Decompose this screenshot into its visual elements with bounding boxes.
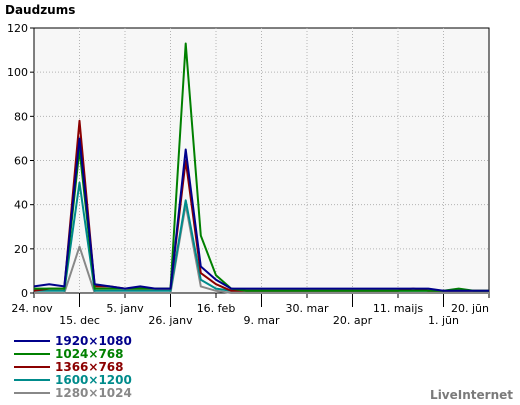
legend-entry: 1920×1080: [55, 334, 132, 348]
legend-entry: 1024×768: [55, 347, 124, 361]
legend-entry: 1600×1200: [55, 373, 132, 387]
grid: [34, 28, 489, 293]
x-tick-label: 24. nov: [11, 302, 53, 315]
series-line: [33, 137, 489, 292]
x-tick-label: 26. janv: [148, 314, 193, 327]
y-tick-label: 20: [14, 243, 28, 256]
x-tick-label: 16. feb: [197, 302, 236, 315]
x-tick-label: 1. jūn: [428, 314, 459, 327]
series-lines: [33, 42, 489, 294]
x-tick-label: 11. maijs: [373, 302, 424, 315]
x-tick-label: 20. jūn: [451, 302, 489, 315]
x-tick-label: 30. mar: [286, 302, 329, 315]
series-line: [34, 203, 489, 294]
y-tick-label: 60: [14, 155, 28, 168]
x-tick-label: 20. apr: [333, 314, 373, 327]
legend-entry: 1366×768: [55, 360, 124, 374]
y-tick-label: 0: [21, 287, 28, 300]
y-tick-label: 120: [7, 22, 28, 35]
brand-watermark: LiveInternet: [430, 388, 513, 402]
x-axis: 24. nov 15. dec 5. janv 26. janv 16. feb 9. m…: [11, 293, 490, 327]
x-tick-label: 15. dec: [59, 314, 100, 327]
y-axis: 0 20 40 60 80 100 120: [7, 22, 34, 300]
series-line: [34, 42, 489, 292]
x-tick-label: 5. janv: [106, 302, 144, 315]
x-tick-label: 9. mar: [244, 314, 280, 327]
y-tick-label: 40: [14, 199, 28, 212]
y-tick-label: 80: [14, 110, 28, 123]
legend-entry: 1280×1024: [55, 386, 132, 400]
y-tick-label: 100: [7, 66, 28, 79]
y-axis-label: Daudzums: [5, 3, 75, 17]
legend: 1920×10801024×7681366×7681600×12001280×1…: [14, 334, 132, 400]
